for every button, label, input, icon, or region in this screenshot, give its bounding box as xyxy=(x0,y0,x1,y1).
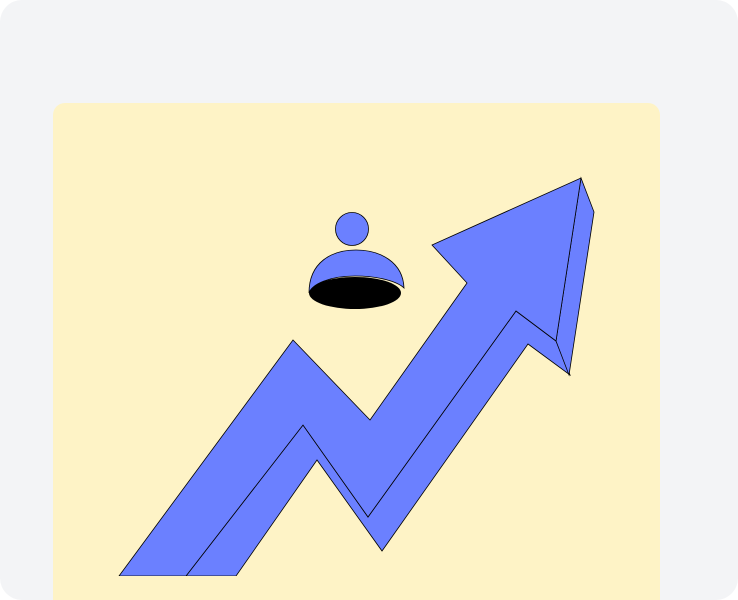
person-head-icon xyxy=(335,212,369,246)
hole-icon xyxy=(309,277,401,309)
person-icon xyxy=(308,212,405,309)
growth-illustration xyxy=(118,176,595,576)
person-body-icon xyxy=(308,249,405,294)
rising-arrow-icon xyxy=(118,177,582,576)
